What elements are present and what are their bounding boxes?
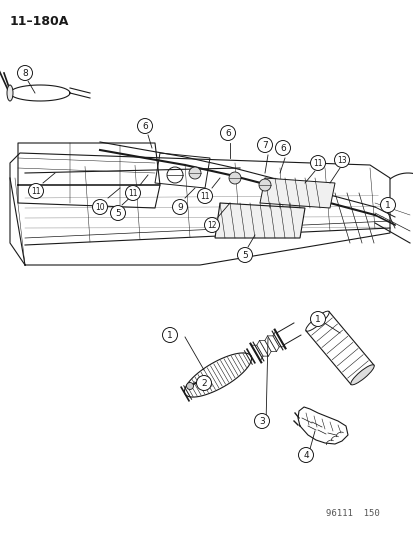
Circle shape — [189, 167, 201, 179]
Text: 11: 11 — [200, 191, 209, 200]
Text: 11–180A: 11–180A — [10, 15, 69, 28]
Text: 6: 6 — [225, 128, 230, 138]
Circle shape — [237, 247, 252, 262]
Text: 13: 13 — [336, 156, 346, 165]
Circle shape — [275, 141, 290, 156]
Circle shape — [197, 189, 212, 204]
Circle shape — [125, 185, 140, 200]
Circle shape — [254, 414, 269, 429]
Text: 96111  150: 96111 150 — [325, 509, 379, 518]
Circle shape — [17, 66, 33, 80]
Circle shape — [137, 118, 152, 133]
Circle shape — [259, 179, 271, 191]
Text: 12: 12 — [207, 221, 216, 230]
Circle shape — [228, 172, 240, 184]
Text: 1: 1 — [167, 330, 173, 340]
Circle shape — [162, 327, 177, 343]
Ellipse shape — [350, 365, 373, 385]
Text: 10: 10 — [95, 203, 104, 212]
Text: 8: 8 — [22, 69, 28, 77]
Circle shape — [310, 156, 325, 171]
Circle shape — [298, 448, 313, 463]
Circle shape — [380, 198, 394, 213]
Circle shape — [186, 383, 193, 390]
Circle shape — [257, 138, 272, 152]
Circle shape — [92, 199, 107, 214]
Text: 1: 1 — [314, 314, 320, 324]
Text: 11: 11 — [31, 187, 40, 196]
Circle shape — [172, 199, 187, 214]
Polygon shape — [214, 203, 304, 238]
Text: 4: 4 — [302, 450, 308, 459]
Circle shape — [110, 206, 125, 221]
Text: 11: 11 — [128, 189, 138, 198]
Circle shape — [220, 125, 235, 141]
Polygon shape — [259, 178, 334, 208]
Text: 6: 6 — [280, 143, 285, 152]
Circle shape — [204, 217, 219, 232]
Text: 11: 11 — [313, 158, 322, 167]
Text: 9: 9 — [177, 203, 183, 212]
Ellipse shape — [7, 85, 13, 101]
Circle shape — [310, 311, 325, 327]
Circle shape — [196, 376, 211, 391]
Text: 5: 5 — [242, 251, 247, 260]
Text: 5: 5 — [115, 208, 121, 217]
Text: 3: 3 — [259, 416, 264, 425]
Text: 7: 7 — [261, 141, 267, 149]
Circle shape — [28, 183, 43, 198]
Circle shape — [334, 152, 349, 167]
Text: 1: 1 — [384, 200, 390, 209]
Text: 2: 2 — [201, 378, 206, 387]
Text: 6: 6 — [142, 122, 147, 131]
